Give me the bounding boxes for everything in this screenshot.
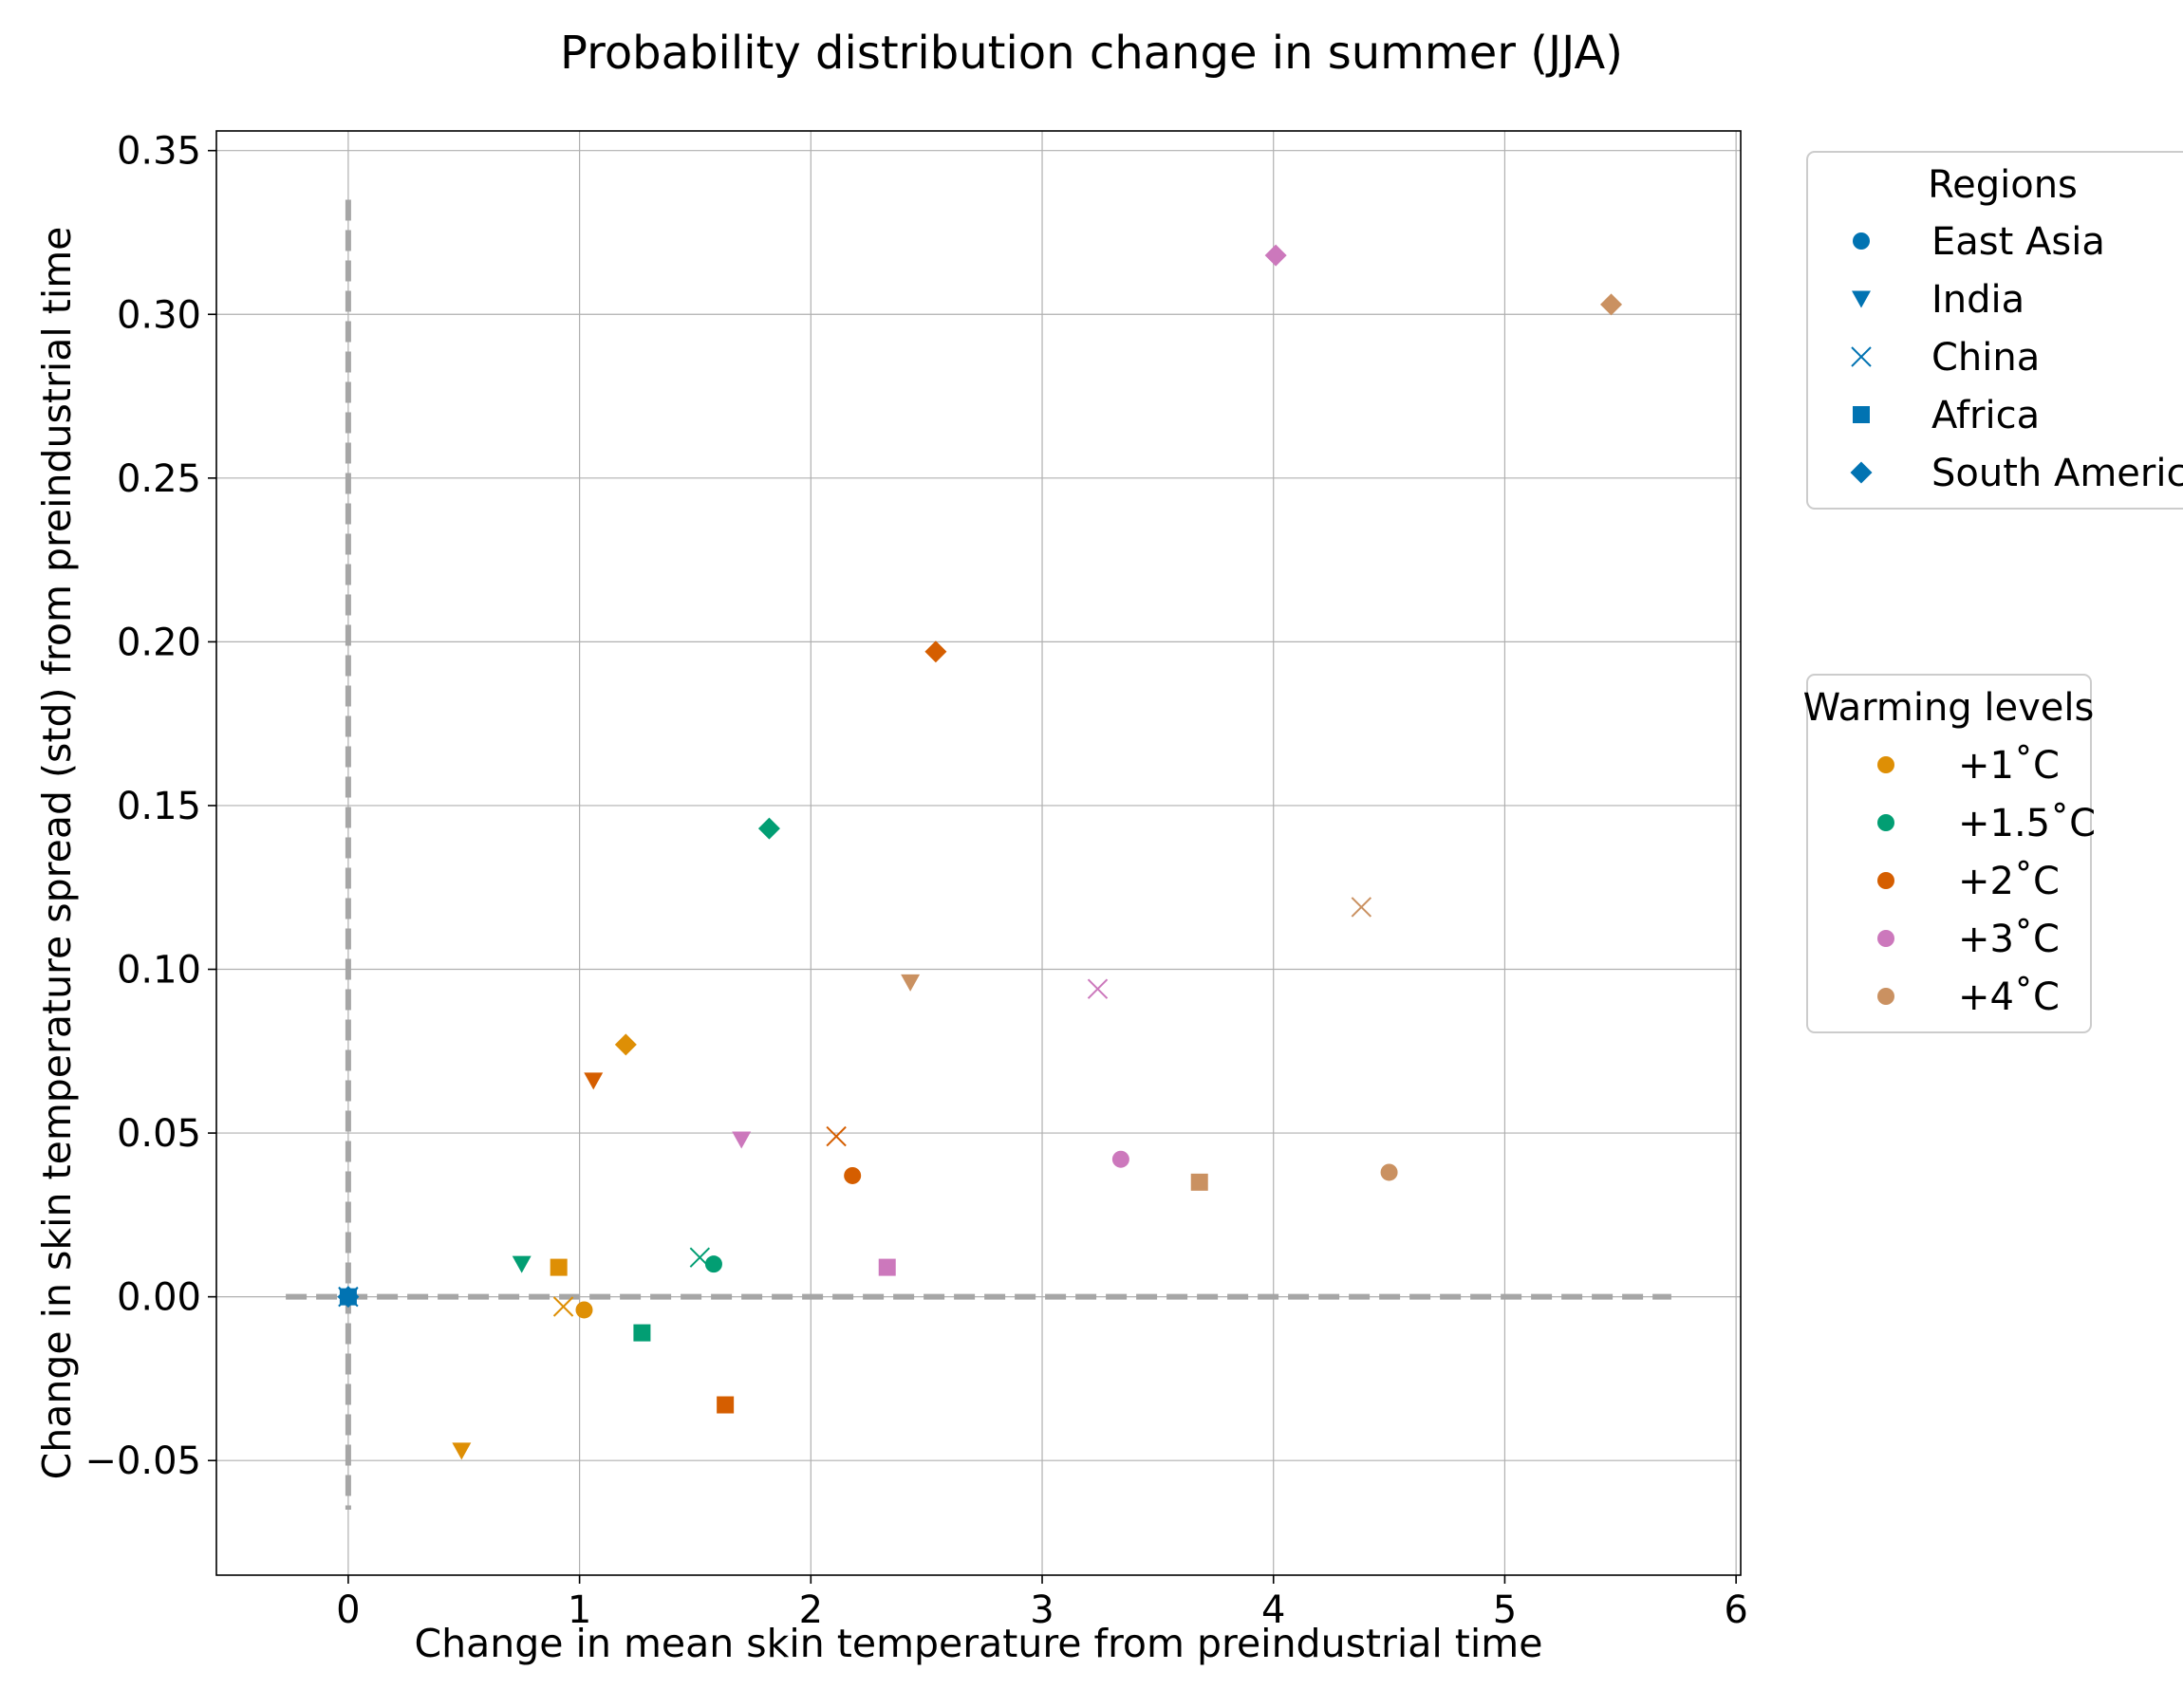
legend-regions-frame xyxy=(1806,151,2183,510)
point-india-3 xyxy=(732,1131,752,1149)
point-africa-3 xyxy=(878,1258,896,1276)
legend-region-label: Africa xyxy=(1931,394,2040,437)
legend-marker-square xyxy=(1853,406,1870,423)
x-tick-label: 1 xyxy=(568,1588,591,1632)
legend-warming-marker xyxy=(1877,756,1894,773)
legend-warming-marker xyxy=(1877,814,1894,831)
legend-warming-title: Warming levels xyxy=(1803,686,2095,730)
legend-marker-x xyxy=(1851,346,1872,367)
point-africa-1 xyxy=(550,1258,568,1276)
point-china-1.5 xyxy=(689,1247,711,1268)
legend-marker-circle xyxy=(1853,232,1870,250)
legend-warming-label: +2˚C xyxy=(1958,860,2060,903)
point-china-4 xyxy=(1351,897,1372,918)
x-tick-label: 0 xyxy=(336,1588,360,1632)
chart-title: Probability distribution change in summe… xyxy=(560,27,1623,80)
point-china-1 xyxy=(552,1296,574,1317)
legend-warming-marker xyxy=(1877,930,1894,947)
y-tick-label: 0.10 xyxy=(117,949,201,993)
point-south-america-3 xyxy=(1264,244,1287,267)
legend-regions-title: Regions xyxy=(1928,163,2078,207)
point-india-1 xyxy=(452,1442,472,1460)
x-axis-label: Change in mean skin temperature from pre… xyxy=(415,1621,1543,1666)
legend-region-label: East Asia xyxy=(1931,220,2105,264)
legend-warming-marker xyxy=(1877,988,1894,1005)
x-tick-label: 3 xyxy=(1030,1588,1054,1632)
x-tick-label: 6 xyxy=(1724,1588,1747,1632)
x-tick-label: 5 xyxy=(1493,1588,1517,1632)
point-africa-1.5 xyxy=(633,1324,651,1342)
y-tick-label: 0.25 xyxy=(117,457,201,501)
point-south-america-1.5 xyxy=(757,817,780,840)
y-tick-label: 0.00 xyxy=(117,1276,201,1320)
point-india-4 xyxy=(901,974,921,992)
x-tick-label: 2 xyxy=(799,1588,823,1632)
point-east-asia-1.5 xyxy=(704,1255,722,1273)
y-tick-label: 0.30 xyxy=(117,293,201,337)
point-south-america-1 xyxy=(614,1033,637,1056)
legend-warming-label: +4˚C xyxy=(1958,975,2060,1019)
legend-warming: Warming levels +1˚C +1.5˚C +2˚C +3˚C +4˚C xyxy=(1803,674,2096,1033)
point-africa-4 xyxy=(1190,1173,1208,1191)
legend-warming-marker xyxy=(1877,872,1894,889)
point-china-3 xyxy=(1087,978,1109,999)
point-south-america-2 xyxy=(924,640,947,663)
point-india-1.5 xyxy=(512,1255,532,1273)
data-points xyxy=(337,244,1623,1460)
legend-region-label: South America xyxy=(1931,452,2183,495)
legend-warming-label: +1.5˚C xyxy=(1958,802,2096,845)
y-axis-ticks: −0.05 0.00 0.05 0.10 0.15 0.20 0.25 0.30 0.35 xyxy=(84,130,216,1483)
y-tick-label: 0.15 xyxy=(117,785,201,828)
plot-frame xyxy=(215,130,1742,1576)
point-china-2 xyxy=(826,1125,847,1147)
y-tick-label: 0.05 xyxy=(117,1112,201,1156)
x-tick-label: 4 xyxy=(1261,1588,1285,1632)
y-tick-label: 0.35 xyxy=(117,130,201,174)
reference-lines xyxy=(286,199,1671,1510)
point-india-2 xyxy=(584,1072,604,1090)
x-axis-ticks: 0 1 2 3 4 5 6 xyxy=(336,1575,1748,1632)
grid-lines xyxy=(216,131,1741,1575)
point-east-asia-2 xyxy=(844,1166,862,1184)
legend-marker-triangle-down xyxy=(1852,290,1871,308)
point-africa-2 xyxy=(717,1396,735,1414)
point-south-america-preindustrial xyxy=(337,1286,360,1309)
legend-warming-label: +3˚C xyxy=(1958,918,2060,961)
legend-marker-diamond xyxy=(1850,461,1873,484)
legend-regions: Regions East Asia India China Africa South A… xyxy=(1806,151,2183,510)
point-south-america-4 xyxy=(1600,293,1623,316)
point-east-asia-3 xyxy=(1111,1150,1129,1168)
y-axis-label: Change in skin temperature spread (std) … xyxy=(34,227,80,1480)
legend-warming-label: +1˚C xyxy=(1958,744,2060,788)
legend-region-label: China xyxy=(1931,336,2040,380)
y-tick-label: 0.20 xyxy=(117,621,201,664)
point-east-asia-4 xyxy=(1380,1163,1398,1181)
point-east-asia-1 xyxy=(575,1301,593,1319)
legend-region-label: India xyxy=(1931,278,2024,322)
y-tick-label: −0.05 xyxy=(84,1439,201,1483)
